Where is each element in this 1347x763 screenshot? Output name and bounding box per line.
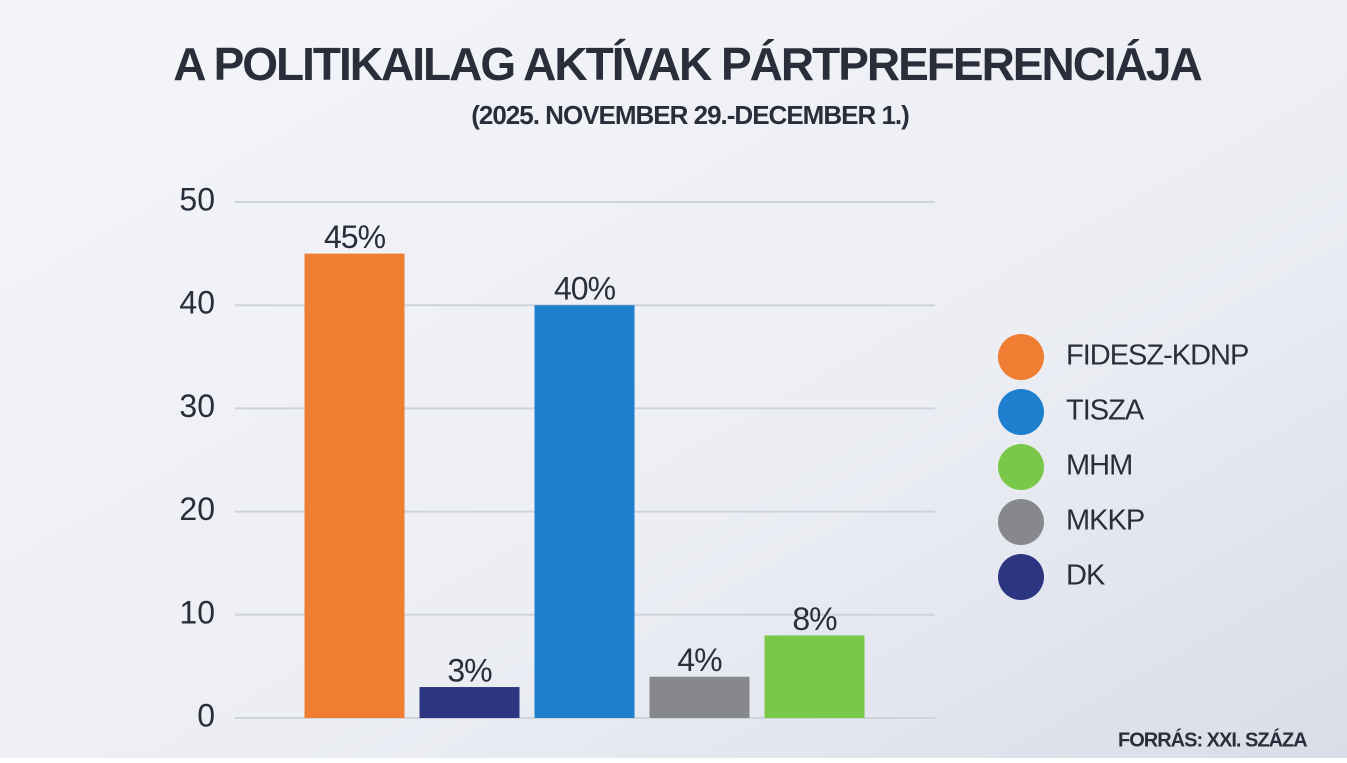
value-label: 40%: [554, 271, 616, 307]
value-label: 8%: [792, 601, 837, 637]
y-tick-label: 10: [179, 594, 215, 630]
legend-label: FIDESZ-KDNP: [1066, 340, 1248, 372]
y-tick-label: 0: [197, 697, 215, 733]
bar: [764, 635, 865, 718]
bar: [304, 253, 405, 718]
bar: [419, 687, 520, 718]
chart-title: A POLITIKAILAG AKTÍVAK PÁRTPREFERENCIÁJA: [173, 38, 1201, 90]
y-tick-label: 30: [179, 388, 215, 424]
value-label: 3%: [447, 652, 492, 688]
legend-swatch: [998, 499, 1044, 545]
chart-subtitle: (2025. NOVEMBER 29.-DECEMBER 1.): [471, 100, 909, 130]
legend-label: MHM: [1066, 450, 1132, 482]
legend-swatch: [998, 554, 1044, 600]
bar: [534, 305, 635, 718]
value-label: 45%: [324, 219, 386, 255]
legend-swatch: [998, 334, 1044, 380]
legend-swatch: [998, 444, 1044, 490]
legend-label: TISZA: [1066, 395, 1145, 427]
legend-swatch: [998, 389, 1044, 435]
value-label: 4%: [677, 642, 722, 678]
legend-label: DK: [1066, 560, 1106, 592]
source: FORRÁS: XXI. SZÁZA: [1118, 728, 1307, 751]
y-tick-label: 40: [179, 285, 215, 321]
legend-label: MKKP: [1066, 505, 1144, 537]
y-tick-label: 50: [179, 181, 215, 217]
bar: [649, 676, 750, 718]
y-tick-label: 20: [179, 491, 215, 527]
